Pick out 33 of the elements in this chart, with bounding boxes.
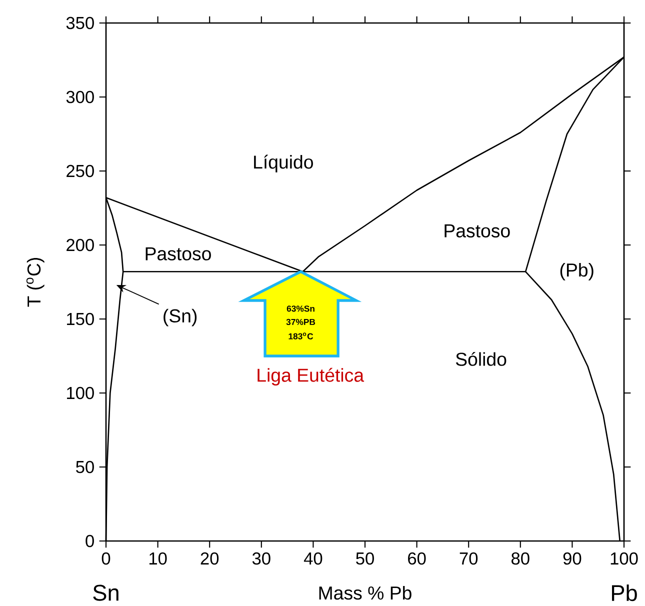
x-tick-label: 40 <box>304 552 322 565</box>
y-tick-label: 300 <box>66 90 94 104</box>
y-tick-label: 200 <box>66 238 94 252</box>
annotation: 183$^{o}$C <box>288 332 314 340</box>
y-axis-title: T ($^{o}$C) <box>26 258 44 307</box>
y-tick-label: 0 <box>86 534 94 548</box>
annotation: (Sn) <box>164 308 197 326</box>
x-axis-title: Mass % Pb <box>319 586 412 600</box>
text: Pb <box>612 584 637 602</box>
x-tick-label: 90 <box>563 552 582 565</box>
annotation: Sólido <box>456 352 506 366</box>
x-tick-label: 100 <box>610 552 638 565</box>
x-tick-label: 50 <box>356 552 374 565</box>
text: Sn <box>93 584 118 601</box>
annotation: 37%PB <box>286 318 316 326</box>
annotation: (Pb) <box>560 262 594 280</box>
x-tick-label: 30 <box>252 552 270 565</box>
y-tick-label: 350 <box>66 16 94 30</box>
annotation: Pastoso <box>444 224 510 238</box>
y-tick-label: 250 <box>66 164 94 178</box>
x-tick-label: 10 <box>149 552 167 565</box>
x-tick-label: 80 <box>512 552 530 565</box>
x-tick-label: 70 <box>460 552 478 565</box>
y-tick-label: 50 <box>76 460 94 474</box>
x-tick-label: 60 <box>408 552 426 565</box>
annotation: Líquido <box>254 154 313 172</box>
y-tick-label: 100 <box>67 386 94 400</box>
x-tick-label: 0 <box>102 552 110 565</box>
annotation: 63%Sn <box>286 306 314 312</box>
annotation: Liga Eutética <box>258 368 364 386</box>
x-tick-label: 20 <box>200 552 219 565</box>
y-tick-label: 150 <box>67 312 94 326</box>
annotation: Pastoso <box>146 247 211 260</box>
